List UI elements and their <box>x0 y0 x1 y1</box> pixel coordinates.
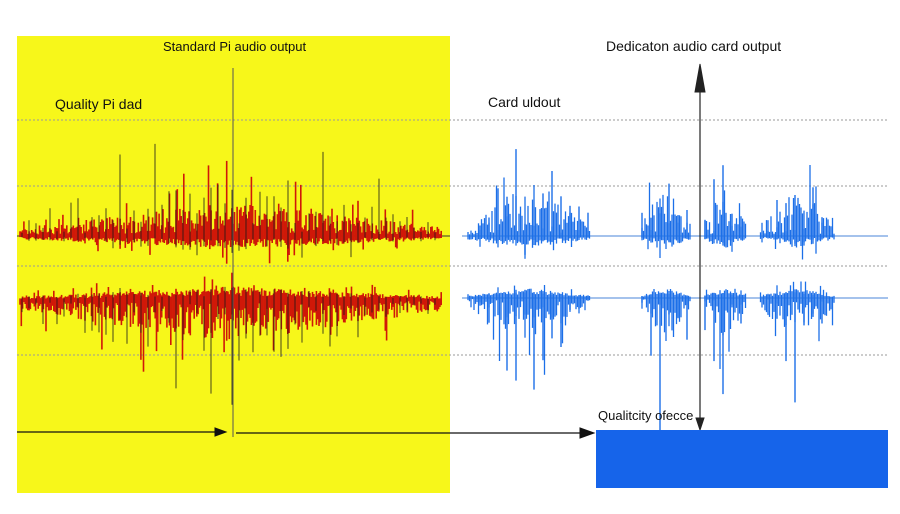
right-waveform-lower <box>467 281 835 440</box>
left-waveform-lower <box>19 272 443 405</box>
right-panel-title: Dedicaton audio card output <box>606 38 782 54</box>
right-panel-label: Card uldout <box>488 94 561 110</box>
right-axis-arrow <box>694 63 706 432</box>
left-panel-title: Standard Pi audio output <box>163 39 307 54</box>
bottom-arrow <box>17 427 596 439</box>
grid-lines <box>17 119 888 356</box>
right-waveform-upper <box>467 149 835 260</box>
left-waveform-upper <box>19 143 443 264</box>
quality-box <box>596 430 888 488</box>
quality-box-label: Qualitcity ofecce <box>598 408 694 423</box>
left-panel-label: Quality Pi dad <box>55 96 143 112</box>
